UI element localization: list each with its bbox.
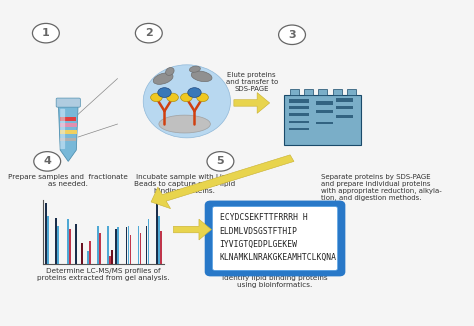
Bar xyxy=(140,233,141,264)
Polygon shape xyxy=(234,93,270,113)
Bar xyxy=(118,227,119,264)
Bar xyxy=(304,89,313,95)
Bar xyxy=(57,226,59,264)
Bar xyxy=(97,226,99,264)
Circle shape xyxy=(136,23,162,43)
Bar xyxy=(289,128,309,130)
Bar xyxy=(316,101,333,105)
Bar xyxy=(148,219,149,264)
Circle shape xyxy=(279,25,305,45)
Circle shape xyxy=(151,93,162,102)
Text: Identify lipid binding proteins
using bioinformatics.: Identify lipid binding proteins using bi… xyxy=(222,275,328,288)
Bar xyxy=(316,122,333,125)
FancyBboxPatch shape xyxy=(56,98,80,107)
Bar xyxy=(289,121,309,124)
Bar xyxy=(55,218,57,264)
FancyBboxPatch shape xyxy=(60,109,65,149)
Bar xyxy=(137,226,139,264)
Bar xyxy=(289,99,309,103)
Bar xyxy=(336,107,353,110)
Bar xyxy=(67,219,69,264)
Bar xyxy=(319,89,328,95)
Ellipse shape xyxy=(159,115,210,133)
Bar xyxy=(146,226,147,264)
Bar xyxy=(156,201,157,264)
Ellipse shape xyxy=(153,73,173,84)
Bar xyxy=(336,115,353,118)
Polygon shape xyxy=(173,219,211,240)
Circle shape xyxy=(207,152,234,171)
Bar xyxy=(316,110,333,113)
Circle shape xyxy=(158,88,171,97)
Text: Prepare samples and  fractionate
as needed.: Prepare samples and fractionate as neede… xyxy=(9,174,128,187)
Text: Separate proteins by SDS-PAGE
and prepare individual proteins
with appropriate r: Separate proteins by SDS-PAGE and prepar… xyxy=(321,174,442,201)
Bar xyxy=(128,226,129,264)
Circle shape xyxy=(32,23,59,43)
Bar xyxy=(89,242,91,264)
Text: KLNAMKLNRAKGKEAMHTCLKQNA: KLNAMKLNRAKGKEAMHTCLKQNA xyxy=(219,253,337,262)
Bar xyxy=(60,124,77,127)
Bar xyxy=(109,256,111,264)
Bar xyxy=(126,227,128,264)
FancyBboxPatch shape xyxy=(284,95,361,145)
Text: 1: 1 xyxy=(42,28,50,38)
FancyBboxPatch shape xyxy=(212,206,337,271)
Text: IYVIGTQEDPLGEKEW: IYVIGTQEDPLGEKEW xyxy=(219,240,298,249)
Bar xyxy=(111,250,113,264)
Bar xyxy=(160,231,162,264)
Bar xyxy=(158,216,160,264)
Ellipse shape xyxy=(165,67,174,75)
Text: Determine LC-MS/MS profiles of
proteins extracted from gel analysis.: Determine LC-MS/MS profiles of proteins … xyxy=(37,269,169,281)
Bar xyxy=(69,229,71,264)
Bar xyxy=(81,244,83,264)
Ellipse shape xyxy=(190,66,201,72)
Bar xyxy=(75,224,77,264)
Text: ECYDCSEKFTTFRRRH H: ECYDCSEKFTTFRRRH H xyxy=(219,213,307,222)
Bar xyxy=(290,89,299,95)
Bar xyxy=(333,89,342,95)
Bar xyxy=(60,138,76,141)
Circle shape xyxy=(167,93,178,102)
Text: 3: 3 xyxy=(288,30,296,40)
Bar xyxy=(100,233,101,264)
Bar xyxy=(289,106,309,109)
Ellipse shape xyxy=(191,71,212,82)
Text: ELDMLVDSGSTFTHIP: ELDMLVDSGSTFTHIP xyxy=(219,227,298,236)
Circle shape xyxy=(188,88,201,97)
Polygon shape xyxy=(58,105,78,161)
Bar xyxy=(87,251,89,264)
Bar xyxy=(45,203,47,264)
Text: 5: 5 xyxy=(217,156,224,166)
Bar xyxy=(289,113,309,116)
Bar xyxy=(336,98,353,102)
Text: 4: 4 xyxy=(43,156,51,166)
Bar xyxy=(347,89,356,95)
Bar xyxy=(47,216,49,264)
FancyBboxPatch shape xyxy=(206,202,344,275)
Bar xyxy=(129,235,131,264)
Polygon shape xyxy=(151,155,294,209)
Ellipse shape xyxy=(143,65,230,138)
Bar xyxy=(116,229,117,264)
Bar xyxy=(60,117,76,122)
Text: Incubate sample with Lipid
Beads to capture novel lipid
binding proteins.: Incubate sample with Lipid Beads to capt… xyxy=(134,174,235,194)
Circle shape xyxy=(181,93,192,102)
Circle shape xyxy=(34,152,61,171)
Bar xyxy=(108,226,109,264)
Text: 2: 2 xyxy=(145,28,153,38)
Circle shape xyxy=(197,93,209,102)
Text: Elute proteins
and transfer to
SDS-PAGE: Elute proteins and transfer to SDS-PAGE xyxy=(226,72,278,92)
Bar xyxy=(60,130,77,134)
